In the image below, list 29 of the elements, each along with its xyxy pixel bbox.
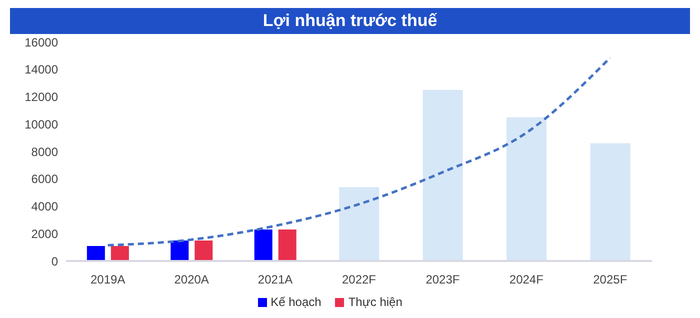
x-tick-label: 2019A <box>90 272 126 287</box>
bar <box>110 246 129 261</box>
x-tick-label: 2025F <box>593 272 628 287</box>
legend-label: Thực hiện <box>347 295 402 309</box>
y-tick-label: 6000 <box>31 172 58 186</box>
y-tick-label: 16000 <box>24 35 58 50</box>
chart-title: Lợi nhuận trước thuế <box>10 8 690 34</box>
bar <box>254 230 272 261</box>
x-tick-label: 2023F <box>426 272 460 287</box>
x-tick-label: 2020A <box>174 272 209 287</box>
legend-label: Kế hoạch <box>270 295 322 309</box>
y-tick-label: 10000 <box>24 117 58 132</box>
bar <box>86 246 105 261</box>
y-tick-label: 4000 <box>31 200 58 214</box>
x-tick-label: 2021A <box>258 272 293 287</box>
x-tick-label: 2024F <box>509 272 544 287</box>
bar <box>278 230 296 261</box>
x-tick-label: 2022F <box>342 272 376 287</box>
bar <box>422 90 463 261</box>
y-tick-label: 12000 <box>24 90 58 104</box>
bar <box>170 240 189 261</box>
bar <box>194 240 213 261</box>
bar <box>590 143 630 261</box>
bar <box>339 187 380 261</box>
y-tick-label: 0 <box>51 254 58 268</box>
y-tick-label: 8000 <box>31 144 58 159</box>
y-tick-label: 2000 <box>31 226 58 241</box>
y-tick-label: 14000 <box>24 62 58 77</box>
bar <box>506 117 547 261</box>
